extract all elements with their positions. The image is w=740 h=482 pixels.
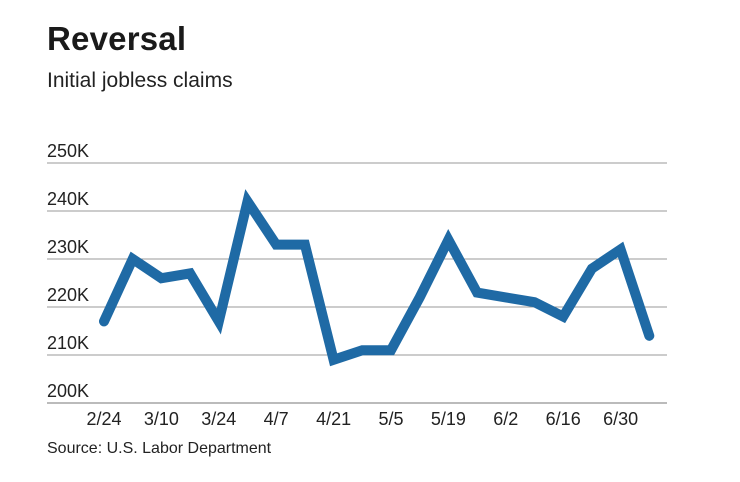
y-tick-label: 210K — [47, 333, 89, 353]
data-points — [103, 201, 650, 360]
x-tick-label: 4/21 — [316, 409, 351, 429]
x-tick-label: 6/16 — [546, 409, 581, 429]
x-tick-label: 5/5 — [378, 409, 403, 429]
x-tick-label: 2/24 — [86, 409, 121, 429]
chart-title: Reversal — [47, 20, 187, 57]
grid-lines — [47, 162, 667, 404]
y-tick-label: 200K — [47, 381, 89, 401]
y-tick-label: 230K — [47, 237, 89, 257]
x-axis-ticks: 2/24 3/10 3/24 4/7 4/21 5/5 5/19 6/2 6/16 6/30 — [86, 409, 638, 429]
x-tick-label: 5/19 — [431, 409, 466, 429]
x-tick-label: 6/2 — [493, 409, 518, 429]
x-tick-label: 3/10 — [144, 409, 179, 429]
chart-subtitle: Initial jobless claims — [47, 69, 233, 92]
y-tick-label: 220K — [47, 285, 89, 305]
source-note: Source: U.S. Labor Department — [47, 440, 272, 457]
series-line — [99, 189, 655, 367]
y-axis-ticks: 250K 240K 230K 220K 210K 200K — [47, 141, 89, 401]
x-tick-label: 4/7 — [264, 409, 289, 429]
y-tick-label: 240K — [47, 189, 89, 209]
x-tick-label: 6/30 — [603, 409, 638, 429]
x-tick-label: 3/24 — [201, 409, 236, 429]
y-tick-label: 250K — [47, 141, 89, 161]
